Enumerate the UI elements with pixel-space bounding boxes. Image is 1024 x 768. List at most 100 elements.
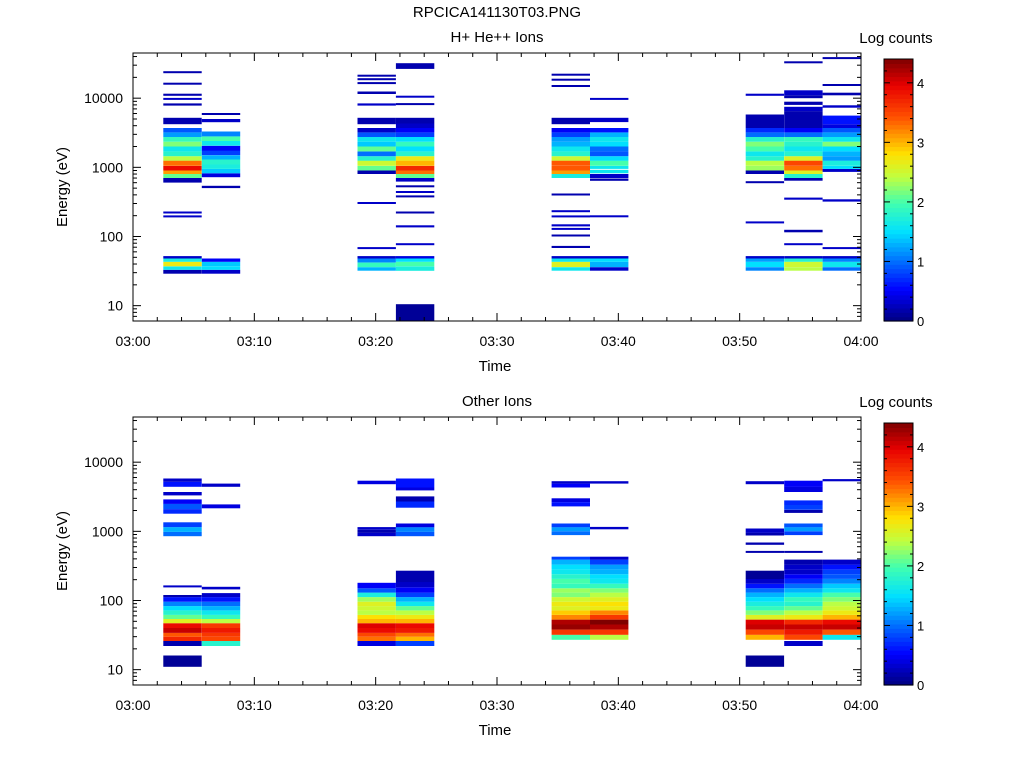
heatmap-cell [551,151,590,157]
colorbar-segment [884,203,913,209]
colorbar-segment [884,238,913,243]
heatmap-cell [745,128,785,133]
colorbar-segment [884,488,913,494]
heatmap-cell [590,178,629,181]
heatmap-cell [784,151,823,157]
heatmap-cell [395,587,435,593]
heatmap-cell [590,117,629,123]
heatmap-cell [201,641,241,646]
heatmap-cell [590,141,629,147]
heatmap-cell [395,256,435,259]
heatmap-cell [395,128,435,133]
heatmap-cell [822,614,861,620]
heatmap-cell [745,261,785,268]
colorbar-segment [884,641,913,647]
heatmap-cell [395,160,435,166]
heatmap-cell [590,128,629,133]
heatmap-cell [395,261,435,267]
colorbar: 0 1 2 3 4 [883,58,924,329]
heatmap-cell [357,165,396,171]
heatmap-cell [551,583,590,589]
heatmap-cell [590,151,629,157]
heatmap-cell [201,601,241,607]
heatmap-cell [395,304,435,321]
heatmap-cell [822,256,861,259]
colorbar-segment [884,623,913,629]
heatmap-cell [590,597,629,602]
heatmap-cell [201,173,241,178]
heatmap-cell [201,614,241,619]
heatmap-cell [551,227,590,230]
heatmap-cell [395,582,435,588]
x-tick-label: 03:30 [479,697,514,713]
heatmap-cell [163,170,202,174]
colorbar-segment [884,163,913,169]
colorbar-segment [884,76,913,82]
heatmap-cell [822,132,861,137]
heatmap-cell [357,610,396,615]
colorbar-tick-label: 0 [917,314,924,329]
heatmap-cell [784,229,823,233]
heatmap-cell [551,523,590,528]
heatmap-cell [551,117,590,125]
colorbar-segment [884,457,913,463]
heatmap-cell [395,225,435,228]
colorbar-segment [884,492,913,498]
heatmap-cell [551,629,590,635]
colorbar-segment [884,588,913,594]
heatmap-cell [395,478,435,488]
colorbar-segment [884,312,913,318]
heatmap-cell [784,101,823,105]
y-tick-label: 10 [107,662,123,678]
heatmap-cell [551,234,590,237]
heatmap-cell [357,592,396,598]
heatmap-cell [395,623,435,628]
heatmap-cell [745,532,785,536]
heatmap-cell [590,97,629,100]
heatmap-cell [357,247,396,250]
heatmap-cell [784,601,823,607]
heatmap-cell [357,601,396,607]
colorbar-segment [884,233,913,239]
heatmap-cell [590,156,629,161]
heatmap-cell [201,136,241,141]
heatmap-cell [590,569,629,575]
heatmap-cell [201,597,241,602]
heatmap-cell [822,592,861,598]
heatmap-cell [163,269,202,274]
colorbar-segment [884,242,913,248]
colorbar-segment [884,59,913,64]
heatmap-cell [395,174,435,178]
heatmap-cell [163,82,202,85]
heatmap-cell [357,623,396,628]
heatmap-cell [357,619,396,624]
heatmap-cell [163,165,202,171]
y-tick-label: 10 [107,298,123,314]
heatmap-cell [784,90,823,96]
heatmap-cell [163,261,202,267]
heatmap-cell [201,504,241,509]
colorbar-segment [884,286,913,292]
heatmap-cell [201,610,241,615]
heatmap-cell [822,578,861,584]
heatmap-cell [784,486,823,492]
heatmap-cell [551,160,590,166]
heatmap-cell [357,202,396,204]
colorbar-segment [884,423,913,428]
heatmap-cell [163,641,202,646]
colorbar-segment [884,316,913,322]
colorbar-segment [884,211,913,217]
heatmap-cell [395,258,435,262]
heatmap-cell [357,170,396,174]
heatmap-cell [395,137,435,142]
heatmap-cell [784,634,823,640]
heatmap-cell [551,165,590,171]
heatmap-cell [590,169,629,174]
colorbar-segment [884,519,913,525]
x-tick-label: 03:10 [237,697,272,713]
heatmap-cell [745,151,785,157]
heatmap-cell [357,582,396,589]
colorbar-segment [884,575,913,581]
heatmap-cell [822,156,861,161]
